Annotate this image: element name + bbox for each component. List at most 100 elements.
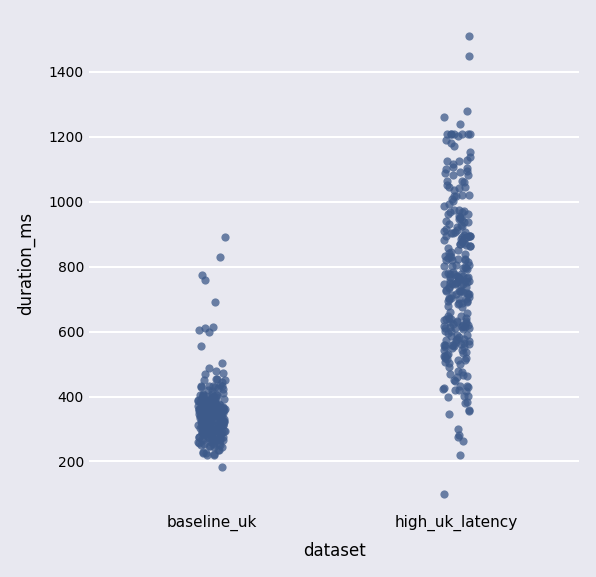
Point — [454, 294, 464, 304]
Point — [455, 273, 464, 282]
Point — [453, 366, 462, 376]
Point — [457, 233, 467, 242]
Point — [457, 129, 467, 138]
Point — [444, 294, 454, 303]
Point — [209, 405, 218, 414]
Point — [218, 358, 227, 368]
Point — [197, 412, 207, 421]
Point — [446, 323, 455, 332]
Point — [440, 252, 449, 261]
Point — [213, 404, 223, 414]
Point — [462, 316, 471, 325]
Point — [464, 406, 474, 415]
Point — [444, 283, 454, 292]
Point — [440, 353, 450, 362]
Point — [204, 364, 213, 373]
Point — [206, 402, 215, 411]
Point — [457, 237, 467, 246]
Point — [462, 381, 472, 391]
Point — [446, 327, 456, 336]
Point — [446, 229, 456, 238]
Point — [451, 260, 461, 269]
Point — [202, 431, 212, 440]
Point — [463, 289, 473, 298]
Point — [464, 293, 474, 302]
Point — [213, 406, 223, 415]
Point — [213, 410, 222, 419]
Point — [211, 391, 221, 400]
Point — [208, 395, 218, 404]
Point — [465, 190, 474, 200]
Point — [458, 345, 467, 354]
Point — [204, 420, 213, 429]
Point — [205, 414, 215, 423]
Point — [465, 129, 474, 138]
Point — [457, 299, 466, 308]
Point — [202, 411, 212, 421]
Point — [439, 383, 449, 392]
Point — [200, 275, 210, 284]
Point — [460, 263, 470, 272]
Point — [447, 280, 457, 289]
Point — [458, 222, 467, 231]
Point — [462, 297, 471, 306]
Point — [219, 421, 228, 430]
Point — [443, 209, 452, 219]
Point — [200, 406, 210, 415]
Point — [215, 417, 225, 426]
Point — [212, 402, 221, 411]
Point — [202, 423, 212, 432]
Point — [204, 406, 213, 415]
Point — [454, 132, 463, 141]
Point — [448, 256, 457, 265]
Point — [441, 287, 451, 296]
Point — [210, 410, 220, 419]
Point — [199, 410, 209, 419]
Point — [203, 413, 212, 422]
Point — [453, 254, 462, 263]
Point — [203, 397, 212, 406]
Point — [196, 410, 206, 419]
Point — [448, 290, 457, 299]
Point — [452, 317, 461, 326]
Point — [445, 279, 455, 288]
Point — [204, 327, 214, 336]
Point — [454, 433, 463, 442]
Point — [443, 329, 453, 338]
Point — [210, 298, 220, 307]
Point — [462, 164, 472, 173]
Point — [201, 398, 210, 407]
Point — [208, 408, 218, 417]
Point — [462, 278, 471, 287]
Point — [197, 440, 206, 449]
Point — [441, 231, 451, 241]
Point — [200, 402, 209, 411]
Point — [440, 357, 450, 366]
Point — [202, 401, 212, 410]
Point — [215, 439, 224, 448]
Point — [464, 289, 473, 298]
Point — [197, 407, 207, 417]
Point — [456, 287, 465, 296]
Point — [198, 389, 207, 399]
Point — [196, 399, 206, 408]
Point — [209, 395, 219, 404]
Point — [210, 424, 219, 433]
Point — [204, 405, 214, 414]
Point — [464, 209, 473, 218]
Point — [440, 327, 450, 336]
Point — [441, 136, 451, 145]
Point — [208, 427, 218, 436]
Point — [214, 435, 224, 444]
Point — [440, 352, 450, 361]
Point — [220, 375, 229, 384]
Point — [197, 411, 206, 421]
Point — [447, 340, 457, 349]
Point — [458, 325, 468, 334]
Point — [456, 269, 465, 279]
Point — [464, 277, 474, 286]
Point — [456, 220, 465, 230]
Point — [213, 414, 222, 424]
Point — [203, 429, 213, 438]
Point — [448, 160, 458, 169]
